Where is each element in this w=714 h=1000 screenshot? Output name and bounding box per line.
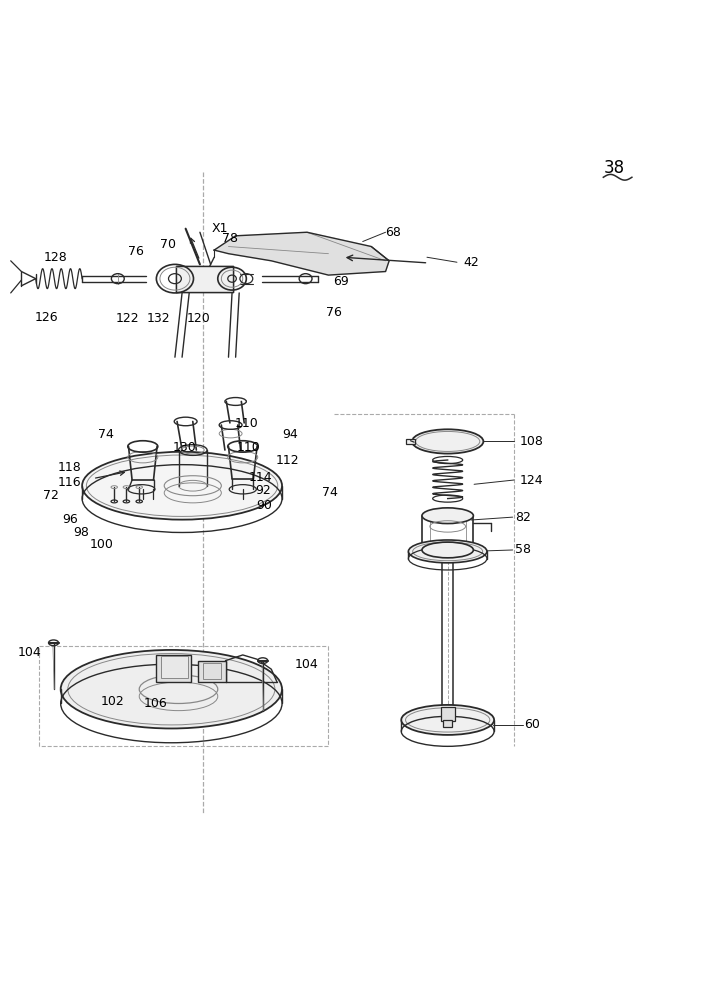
Ellipse shape xyxy=(422,542,473,558)
Text: 120: 120 xyxy=(186,312,211,325)
Text: 58: 58 xyxy=(515,543,531,556)
Text: 92: 92 xyxy=(255,484,271,497)
Bar xyxy=(161,656,188,678)
Text: 126: 126 xyxy=(34,311,59,324)
Text: 74: 74 xyxy=(98,428,114,441)
Bar xyxy=(156,655,191,682)
Text: 100: 100 xyxy=(89,538,114,551)
Text: 118: 118 xyxy=(58,461,82,474)
Text: 98: 98 xyxy=(74,526,89,539)
Ellipse shape xyxy=(408,540,487,563)
Bar xyxy=(443,720,452,727)
Polygon shape xyxy=(214,232,389,275)
Text: 42: 42 xyxy=(463,256,479,269)
Ellipse shape xyxy=(401,705,494,735)
Text: 104: 104 xyxy=(295,658,319,671)
Bar xyxy=(441,707,455,721)
Text: 110: 110 xyxy=(234,417,258,430)
Text: 78: 78 xyxy=(222,232,238,245)
Text: 70: 70 xyxy=(160,238,176,251)
Text: 112: 112 xyxy=(275,454,299,467)
Bar xyxy=(198,661,226,682)
Text: 68: 68 xyxy=(385,226,401,239)
Bar xyxy=(203,663,221,678)
Text: 108: 108 xyxy=(520,435,544,448)
Text: 104: 104 xyxy=(18,646,42,659)
Ellipse shape xyxy=(422,508,473,524)
Text: 69: 69 xyxy=(333,275,349,288)
Text: 116: 116 xyxy=(58,476,82,489)
Text: 132: 132 xyxy=(146,312,171,325)
Text: 74: 74 xyxy=(322,486,338,499)
Text: 130: 130 xyxy=(172,441,196,454)
Text: 122: 122 xyxy=(115,312,139,325)
Ellipse shape xyxy=(86,455,278,516)
Ellipse shape xyxy=(61,650,282,728)
Text: 82: 82 xyxy=(515,511,531,524)
Text: 76: 76 xyxy=(326,306,342,319)
Text: 60: 60 xyxy=(524,718,540,731)
Text: 128: 128 xyxy=(44,251,68,264)
Text: 114: 114 xyxy=(248,471,273,484)
Ellipse shape xyxy=(412,429,483,454)
Text: 96: 96 xyxy=(62,513,78,526)
Bar xyxy=(406,439,415,444)
Text: 110: 110 xyxy=(236,441,261,454)
Text: 76: 76 xyxy=(128,245,144,258)
Text: 38: 38 xyxy=(603,159,625,177)
Ellipse shape xyxy=(82,452,282,520)
Bar xyxy=(176,266,233,292)
Text: 90: 90 xyxy=(256,499,272,512)
Text: 106: 106 xyxy=(144,697,168,710)
Text: 102: 102 xyxy=(101,695,125,708)
Text: 72: 72 xyxy=(44,489,59,502)
Text: 124: 124 xyxy=(520,474,544,487)
Text: X1: X1 xyxy=(211,222,228,235)
Text: 94: 94 xyxy=(282,428,298,441)
